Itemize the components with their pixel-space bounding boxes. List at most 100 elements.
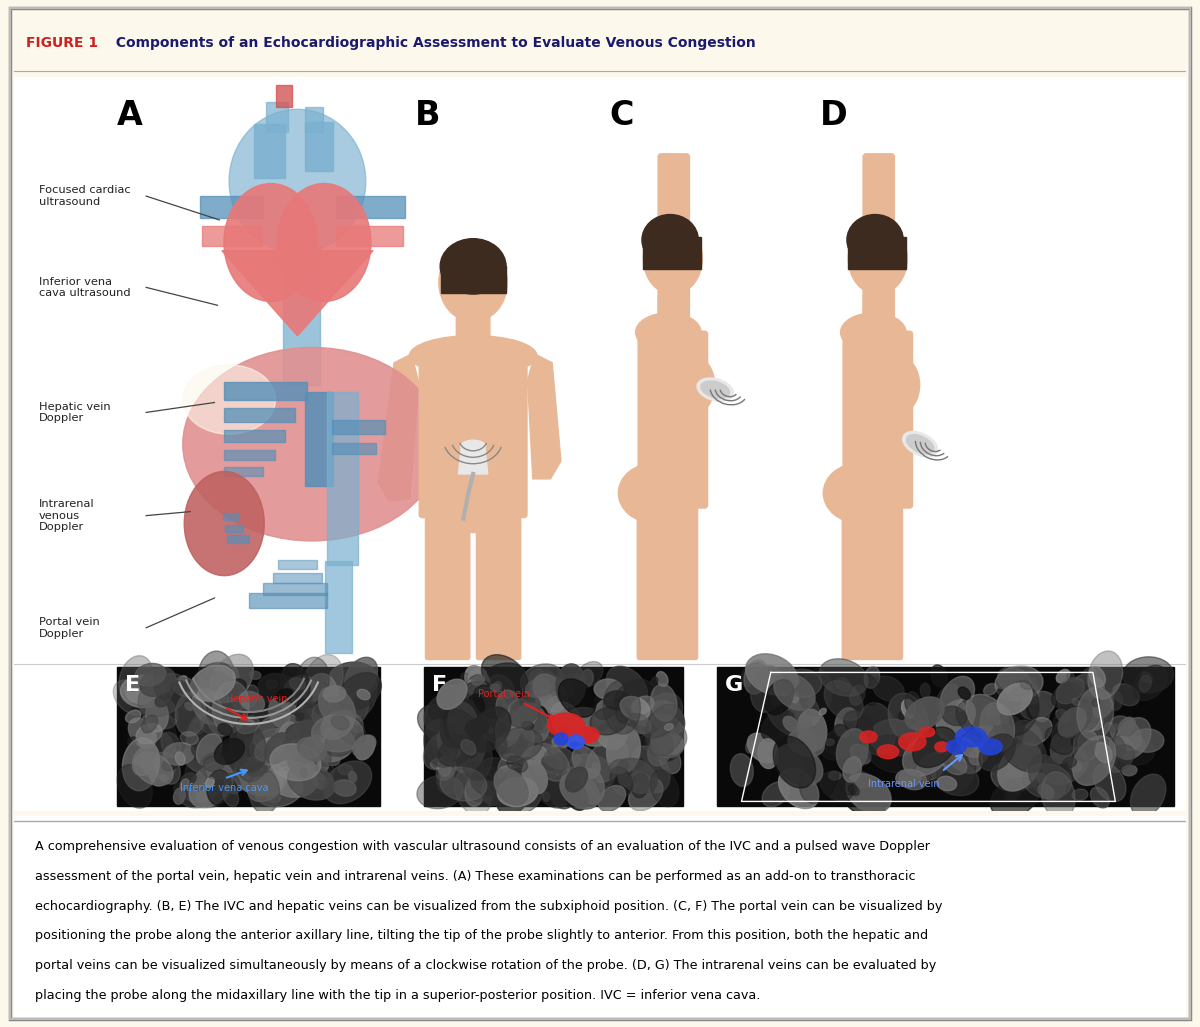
Text: Components of an Echocardiographic Assessment to Evaluate Venous Congestion: Components of an Echocardiographic Asses… xyxy=(106,36,756,50)
Ellipse shape xyxy=(542,763,570,799)
Ellipse shape xyxy=(469,707,511,753)
Ellipse shape xyxy=(250,672,260,679)
Ellipse shape xyxy=(245,695,276,730)
Bar xyxy=(253,123,284,179)
Ellipse shape xyxy=(349,715,364,732)
Ellipse shape xyxy=(936,743,950,754)
Ellipse shape xyxy=(848,785,859,795)
Ellipse shape xyxy=(318,758,329,770)
Ellipse shape xyxy=(986,707,996,717)
Ellipse shape xyxy=(210,654,253,702)
Ellipse shape xyxy=(1028,697,1050,722)
Ellipse shape xyxy=(828,771,841,779)
Ellipse shape xyxy=(793,669,820,697)
Ellipse shape xyxy=(276,689,293,702)
Ellipse shape xyxy=(864,667,880,688)
Ellipse shape xyxy=(1074,703,1103,730)
Ellipse shape xyxy=(203,745,241,787)
Ellipse shape xyxy=(217,747,247,779)
Ellipse shape xyxy=(774,674,815,711)
Ellipse shape xyxy=(600,724,607,730)
Ellipse shape xyxy=(650,730,684,755)
Ellipse shape xyxy=(942,706,967,726)
Ellipse shape xyxy=(301,719,328,740)
Ellipse shape xyxy=(440,238,506,294)
Ellipse shape xyxy=(835,678,851,691)
Ellipse shape xyxy=(899,733,926,751)
Ellipse shape xyxy=(437,683,482,728)
Ellipse shape xyxy=(424,692,463,731)
Ellipse shape xyxy=(300,768,307,777)
Ellipse shape xyxy=(193,719,204,734)
Ellipse shape xyxy=(287,746,314,778)
Ellipse shape xyxy=(439,762,456,779)
Ellipse shape xyxy=(913,727,956,767)
Ellipse shape xyxy=(547,762,580,809)
Ellipse shape xyxy=(439,243,508,321)
Ellipse shape xyxy=(799,669,833,716)
Ellipse shape xyxy=(154,774,167,787)
Ellipse shape xyxy=(324,761,372,804)
Ellipse shape xyxy=(824,681,863,721)
Ellipse shape xyxy=(784,716,798,731)
Ellipse shape xyxy=(185,761,206,791)
Ellipse shape xyxy=(172,681,188,693)
Bar xyxy=(336,226,403,245)
Ellipse shape xyxy=(632,696,654,714)
Ellipse shape xyxy=(212,681,248,733)
Ellipse shape xyxy=(1078,730,1099,760)
Ellipse shape xyxy=(576,661,602,687)
Ellipse shape xyxy=(481,782,499,806)
Ellipse shape xyxy=(463,762,485,778)
Ellipse shape xyxy=(192,688,222,724)
Ellipse shape xyxy=(984,684,997,695)
Ellipse shape xyxy=(772,689,786,706)
Ellipse shape xyxy=(572,747,600,778)
Ellipse shape xyxy=(199,663,239,697)
Ellipse shape xyxy=(444,711,473,745)
Ellipse shape xyxy=(206,770,232,805)
Ellipse shape xyxy=(847,215,904,265)
Ellipse shape xyxy=(180,778,190,790)
Ellipse shape xyxy=(1056,710,1070,722)
Ellipse shape xyxy=(557,674,582,693)
Ellipse shape xyxy=(466,718,490,736)
Ellipse shape xyxy=(656,672,668,686)
Bar xyxy=(440,266,505,293)
Ellipse shape xyxy=(511,705,538,730)
Ellipse shape xyxy=(635,759,643,768)
Ellipse shape xyxy=(778,687,790,695)
Ellipse shape xyxy=(1006,785,1021,801)
Ellipse shape xyxy=(936,684,960,713)
Ellipse shape xyxy=(905,697,944,730)
Text: A comprehensive evaluation of venous congestion with vascular ultrasound consist: A comprehensive evaluation of venous con… xyxy=(36,840,930,853)
Ellipse shape xyxy=(313,731,322,743)
Ellipse shape xyxy=(604,691,630,710)
Ellipse shape xyxy=(859,731,877,743)
Ellipse shape xyxy=(787,690,820,726)
Ellipse shape xyxy=(562,767,599,801)
Bar xyxy=(331,444,376,454)
Text: G: G xyxy=(725,676,743,695)
Ellipse shape xyxy=(1043,747,1088,785)
Ellipse shape xyxy=(1014,720,1043,746)
Ellipse shape xyxy=(286,724,304,739)
Ellipse shape xyxy=(440,699,480,748)
Ellipse shape xyxy=(1068,758,1081,772)
Ellipse shape xyxy=(224,773,240,794)
Ellipse shape xyxy=(1001,686,1039,735)
Ellipse shape xyxy=(745,741,754,753)
Ellipse shape xyxy=(798,710,827,751)
Ellipse shape xyxy=(300,702,340,733)
Ellipse shape xyxy=(932,760,979,796)
Ellipse shape xyxy=(312,772,326,789)
Ellipse shape xyxy=(486,727,493,733)
Text: Portal vein
Doppler: Portal vein Doppler xyxy=(38,617,100,639)
Text: B: B xyxy=(414,99,440,131)
Ellipse shape xyxy=(920,683,930,697)
Ellipse shape xyxy=(358,689,370,699)
Text: FIGURE 1: FIGURE 1 xyxy=(26,36,98,50)
Ellipse shape xyxy=(278,722,296,747)
Ellipse shape xyxy=(424,731,460,769)
Ellipse shape xyxy=(300,735,324,759)
